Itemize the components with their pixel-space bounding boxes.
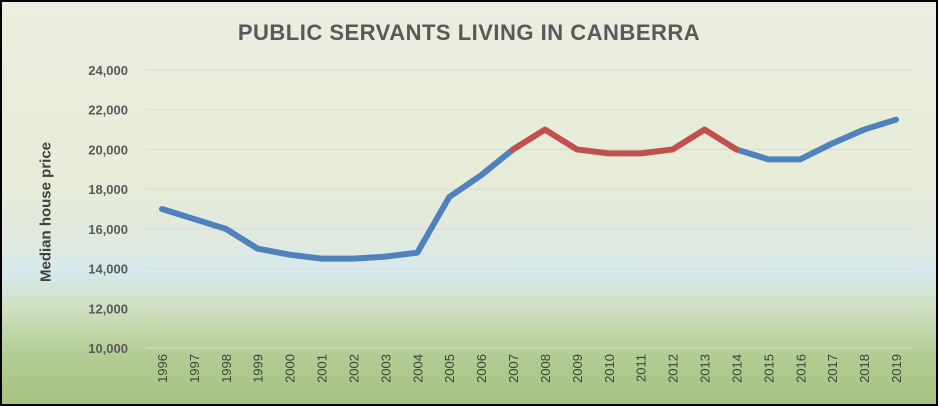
x-tick-label: 2009 — [570, 354, 585, 383]
y-tick-label: 16,000 — [88, 222, 128, 237]
x-tick-label: 2004 — [410, 354, 425, 383]
x-tick-label: 2016 — [793, 354, 808, 383]
x-tick-label: 2017 — [825, 354, 840, 383]
x-tick-label: 2003 — [378, 354, 393, 383]
y-tick-label: 20,000 — [88, 142, 128, 157]
x-tick-label: 1998 — [219, 354, 234, 383]
y-tick-label: 24,000 — [88, 63, 128, 78]
x-tick-label: 1997 — [187, 354, 202, 383]
x-tick-label: 1999 — [251, 354, 266, 383]
x-tick-label: 2012 — [666, 354, 681, 383]
y-tick-label: 12,000 — [88, 301, 128, 316]
series-line-segment — [158, 146, 517, 262]
x-tick-label: 2008 — [538, 354, 553, 383]
y-tick-label: 10,000 — [88, 341, 128, 356]
x-tick-label: 2007 — [506, 354, 521, 383]
y-tick-label: 22,000 — [88, 103, 128, 118]
y-tick-label: 18,000 — [88, 182, 128, 197]
y-tick-label: 14,000 — [88, 262, 128, 277]
x-tick-label: 2000 — [283, 354, 298, 383]
x-tick-label: 2010 — [602, 354, 617, 383]
chart-title: PUBLIC SERVANTS LIVING IN CANBERRA — [237, 20, 701, 45]
x-tick-label: 2002 — [346, 354, 361, 383]
x-tick-label: 2015 — [761, 354, 776, 383]
x-tick-label: 2001 — [315, 354, 330, 383]
x-tick-label: 2014 — [729, 354, 744, 383]
series-line-segment — [733, 116, 900, 163]
x-tick-label: 2011 — [634, 354, 649, 382]
x-tick-label: 1996 — [155, 354, 170, 383]
x-tick-label: 2019 — [889, 354, 904, 383]
x-tick-label: 2006 — [474, 354, 489, 383]
x-tick-label: 2013 — [698, 354, 713, 383]
x-tick-label: 2018 — [857, 354, 872, 383]
highlight-line-segment — [510, 126, 740, 157]
x-tick-label: 2005 — [442, 354, 457, 383]
